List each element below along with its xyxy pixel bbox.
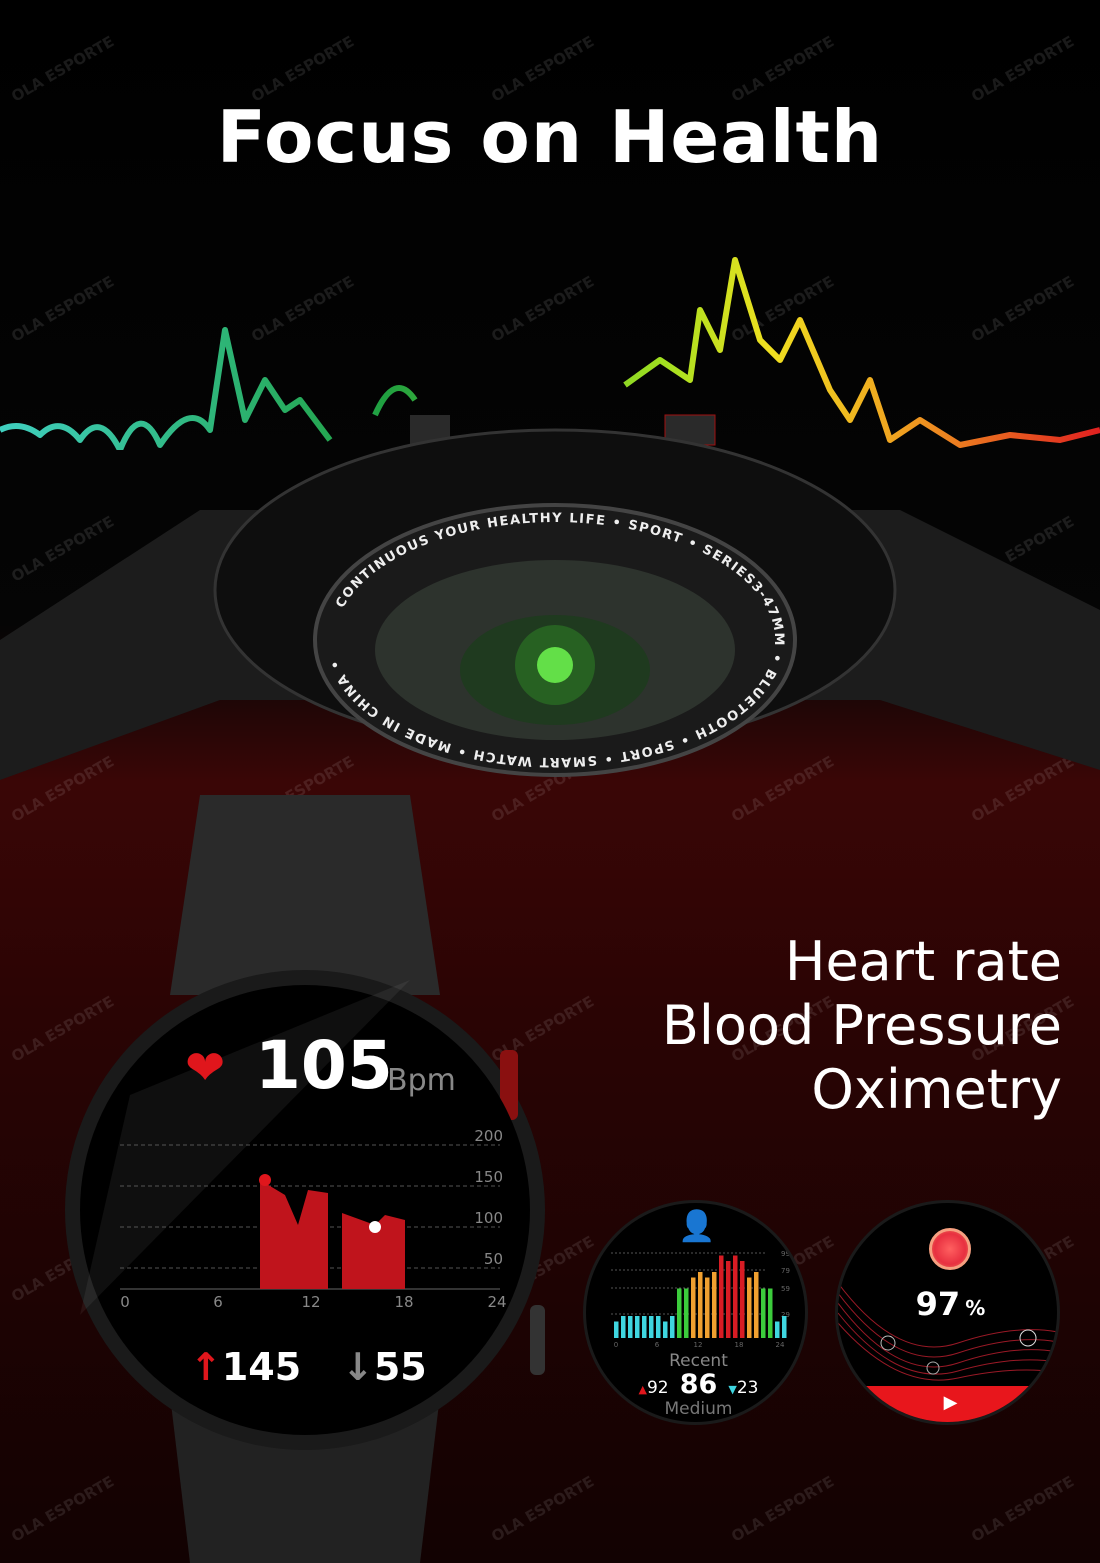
heartbeat-wave (0, 257, 1100, 450)
x-tick-label: 12 (301, 1293, 320, 1311)
bp-bar (656, 1316, 661, 1338)
x-tick-label: 6 (213, 1293, 223, 1311)
watermark-text: OLA ESPORTE (728, 1472, 838, 1546)
oximetry-screen: 97 % ▶ (835, 1200, 1060, 1425)
bp-bar (782, 1316, 787, 1338)
bp-high: 92 (646, 1378, 669, 1398)
arrow-down-icon: ↓ (342, 1345, 374, 1389)
hr-peak-point (259, 1174, 271, 1186)
bp-bar (621, 1316, 626, 1338)
bp-bar (719, 1255, 724, 1338)
bp-bar (726, 1261, 731, 1338)
x-tick-label: 18 (735, 1341, 744, 1348)
bp-bar (691, 1277, 696, 1338)
hr-area (342, 1213, 405, 1289)
bp-bar (740, 1261, 745, 1338)
bp-bar (677, 1288, 682, 1338)
bp-bar (614, 1321, 619, 1338)
bp-bar (642, 1316, 647, 1338)
min-value: 55 (373, 1345, 427, 1389)
x-tick-label: 18 (394, 1293, 413, 1311)
up-triangle-icon: ▲ (638, 1383, 647, 1396)
bp-bar (768, 1288, 773, 1338)
feature-oximetry: Oximetry (811, 1058, 1062, 1121)
bp-value: 86 (679, 1369, 718, 1400)
sensor-light (537, 647, 573, 683)
heart-rate-value: 105 (255, 1027, 393, 1104)
bp-bar (684, 1288, 689, 1338)
wave-lines (838, 1282, 1057, 1381)
y-tick-label: 99 (781, 1250, 790, 1258)
user-heart-icon: 👤 (678, 1209, 716, 1244)
y-tick-label: 50 (484, 1250, 503, 1268)
bp-bar (754, 1272, 759, 1338)
bp-bar (635, 1316, 640, 1338)
blood-pressure-chart: 99 79 59 29 0 6 12 18 24 (611, 1250, 790, 1348)
x-tick-label: 0 (120, 1293, 130, 1311)
blood-pressure-screen: 👤 99 79 59 29 0 6 12 18 24 Recent ▲92 86 ▼23 Med… (583, 1200, 808, 1425)
feature-heart-rate: Heart rate (784, 930, 1062, 993)
bp-bar (649, 1316, 654, 1338)
y-tick-label: 29 (781, 1311, 790, 1319)
recent-label: Recent (669, 1351, 728, 1371)
bp-bar (761, 1288, 766, 1338)
x-tick-label: 12 (694, 1341, 703, 1348)
y-tick-label: 200 (474, 1127, 503, 1145)
heart-rate-chart: 200 150 100 50 0 6 12 18 24 (120, 1127, 507, 1311)
oxygen-value: 97 (915, 1285, 961, 1323)
play-icon: ▶ (943, 1392, 958, 1413)
y-tick-label: 79 (781, 1267, 790, 1275)
oxygen-drop-icon (929, 1228, 971, 1270)
bp-bar (663, 1321, 668, 1338)
heart-icon: ❤ (185, 1040, 226, 1096)
x-tick-label: 24 (487, 1293, 506, 1311)
hr-area (260, 1180, 328, 1289)
bp-bar (775, 1321, 780, 1338)
max-value: 145 (221, 1345, 302, 1389)
bp-bar (698, 1272, 703, 1338)
oxygen-unit: % (965, 1296, 986, 1320)
feature-blood-pressure: Blood Pressure (661, 994, 1062, 1057)
heart-rate-screen: ❤ 105 Bpm 200 150 100 50 0 6 12 18 24 ↑145 ↓55 (60, 795, 570, 1563)
arrow-up-icon: ↑ (190, 1345, 222, 1389)
bp-bar (705, 1277, 710, 1338)
bp-bar (733, 1255, 738, 1338)
bp-bar (747, 1277, 752, 1338)
watch-back: CONTINUOUS YOUR HEALTHY LIFE • SPORT • S… (0, 414, 1100, 780)
page-title: Focus on Health (216, 95, 884, 179)
x-tick-label: 6 (655, 1341, 660, 1348)
crown-button (500, 1050, 518, 1120)
y-tick-label: 59 (781, 1285, 790, 1293)
watermark-text: OLA ESPORTE (968, 1472, 1078, 1546)
bp-bar (628, 1316, 633, 1338)
hr-current-point (369, 1221, 381, 1233)
x-tick-label: 0 (614, 1341, 618, 1348)
y-tick-label: 150 (474, 1168, 503, 1186)
down-triangle-icon: ▼ (728, 1383, 737, 1396)
start-measure-button[interactable]: ▶ (838, 1386, 1057, 1422)
bp-bar (712, 1272, 717, 1338)
level-label: Medium (664, 1399, 733, 1419)
bp-bar (670, 1316, 675, 1338)
y-tick-label: 100 (474, 1209, 503, 1227)
bp-low: 23 (736, 1378, 759, 1398)
feature-list: Heart rate Blood Pressure Oximetry (662, 930, 1062, 1122)
x-tick-label: 24 (776, 1341, 785, 1348)
heart-rate-unit: Bpm (387, 1063, 456, 1098)
